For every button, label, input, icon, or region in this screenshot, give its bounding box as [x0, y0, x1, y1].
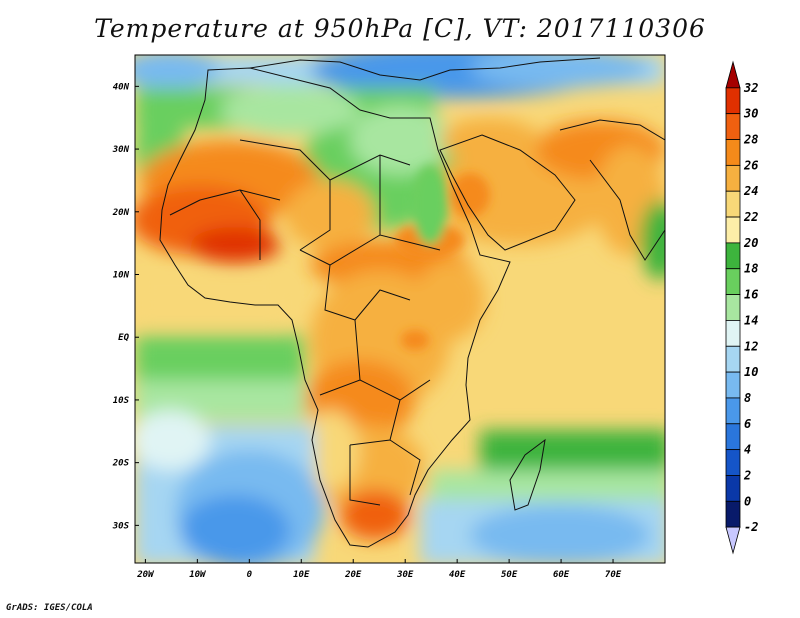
colorbar-segment [725, 423, 741, 451]
colorbar-label: 16 [744, 288, 758, 302]
temperature-field [135, 55, 665, 563]
lon-label: 20W [136, 570, 155, 580]
colorbar-label: 12 [744, 339, 758, 353]
colorbar-segment [725, 320, 741, 347]
lat-label: 20S [112, 459, 130, 469]
latitude-labels: 40N 30N 20N 10N EQ 10S 20S 30S [112, 82, 139, 531]
lat-label: 10S [113, 396, 130, 406]
colorbar-segment [725, 242, 741, 270]
lon-label: 50E [501, 570, 518, 580]
longitude-labels: 20W 10W 0 10E 20E 30E 40E 50E 60E 70E [136, 559, 622, 580]
colorbar-label: 20 [743, 236, 758, 250]
colorbar-label: 0 [744, 494, 751, 508]
colorbar-label: 26 [743, 158, 758, 172]
colorbar-label: 4 [744, 443, 751, 457]
colorbar-label: 6 [744, 417, 751, 431]
colorbar-segment [725, 449, 741, 476]
colorbar-segment [725, 294, 741, 321]
lon-label: 30E [396, 570, 414, 580]
lon-label: 0 [247, 570, 253, 580]
map-frame [134, 54, 666, 564]
lon-label: 70E [605, 570, 622, 580]
colorbar-label: 30 [743, 107, 758, 121]
lon-label: 10W [189, 570, 207, 580]
colorbar-label: 14 [744, 313, 758, 327]
colorbar-label: 8 [744, 391, 751, 405]
colorbar-segment [725, 371, 741, 399]
colorbar-label: -2 [744, 520, 758, 534]
lon-label: 40E [449, 570, 466, 580]
colorbar-segment [725, 345, 741, 373]
colorbar-segment [725, 87, 741, 115]
colorbar-label: 24 [743, 184, 758, 198]
colorbar-label: 28 [743, 133, 758, 147]
lat-label: 40N [113, 82, 130, 92]
colorbar-segment [725, 60, 741, 89]
colorbar-segment [725, 268, 741, 295]
colorbar-segment [725, 475, 741, 502]
lon-label: 60E [553, 570, 570, 580]
colorbar-segment [725, 113, 741, 140]
lat-label: 20N [112, 208, 130, 218]
colorbar-segment [725, 216, 741, 244]
colorbar-label: 18 [744, 262, 758, 276]
colorbar-segment [725, 500, 741, 528]
lon-label: 20E [344, 570, 362, 580]
footer-credit: GrADS: IGES/COLA [6, 603, 93, 613]
lat-label: EQ [118, 333, 129, 343]
colorbar-label: 10 [744, 365, 758, 379]
colorbar-segment [725, 526, 741, 555]
colorbar-label: 32 [743, 81, 758, 95]
map-title: Temperature at 950hPa [C], VT: 201711030… [94, 14, 706, 43]
coastlines [159, 57, 665, 548]
lon-label: 10E [293, 570, 310, 580]
colorbar-segment [725, 139, 741, 166]
colorbar-segment [725, 190, 741, 218]
lat-label: 10N [113, 271, 130, 281]
colorbar-segment [725, 164, 741, 192]
lat-label: 30S [112, 521, 130, 531]
colorbar-segment [725, 397, 741, 425]
colorbar-label: 22 [743, 210, 758, 224]
lat-label: 30N [112, 145, 130, 155]
colorbar-label: 2 [743, 468, 751, 482]
